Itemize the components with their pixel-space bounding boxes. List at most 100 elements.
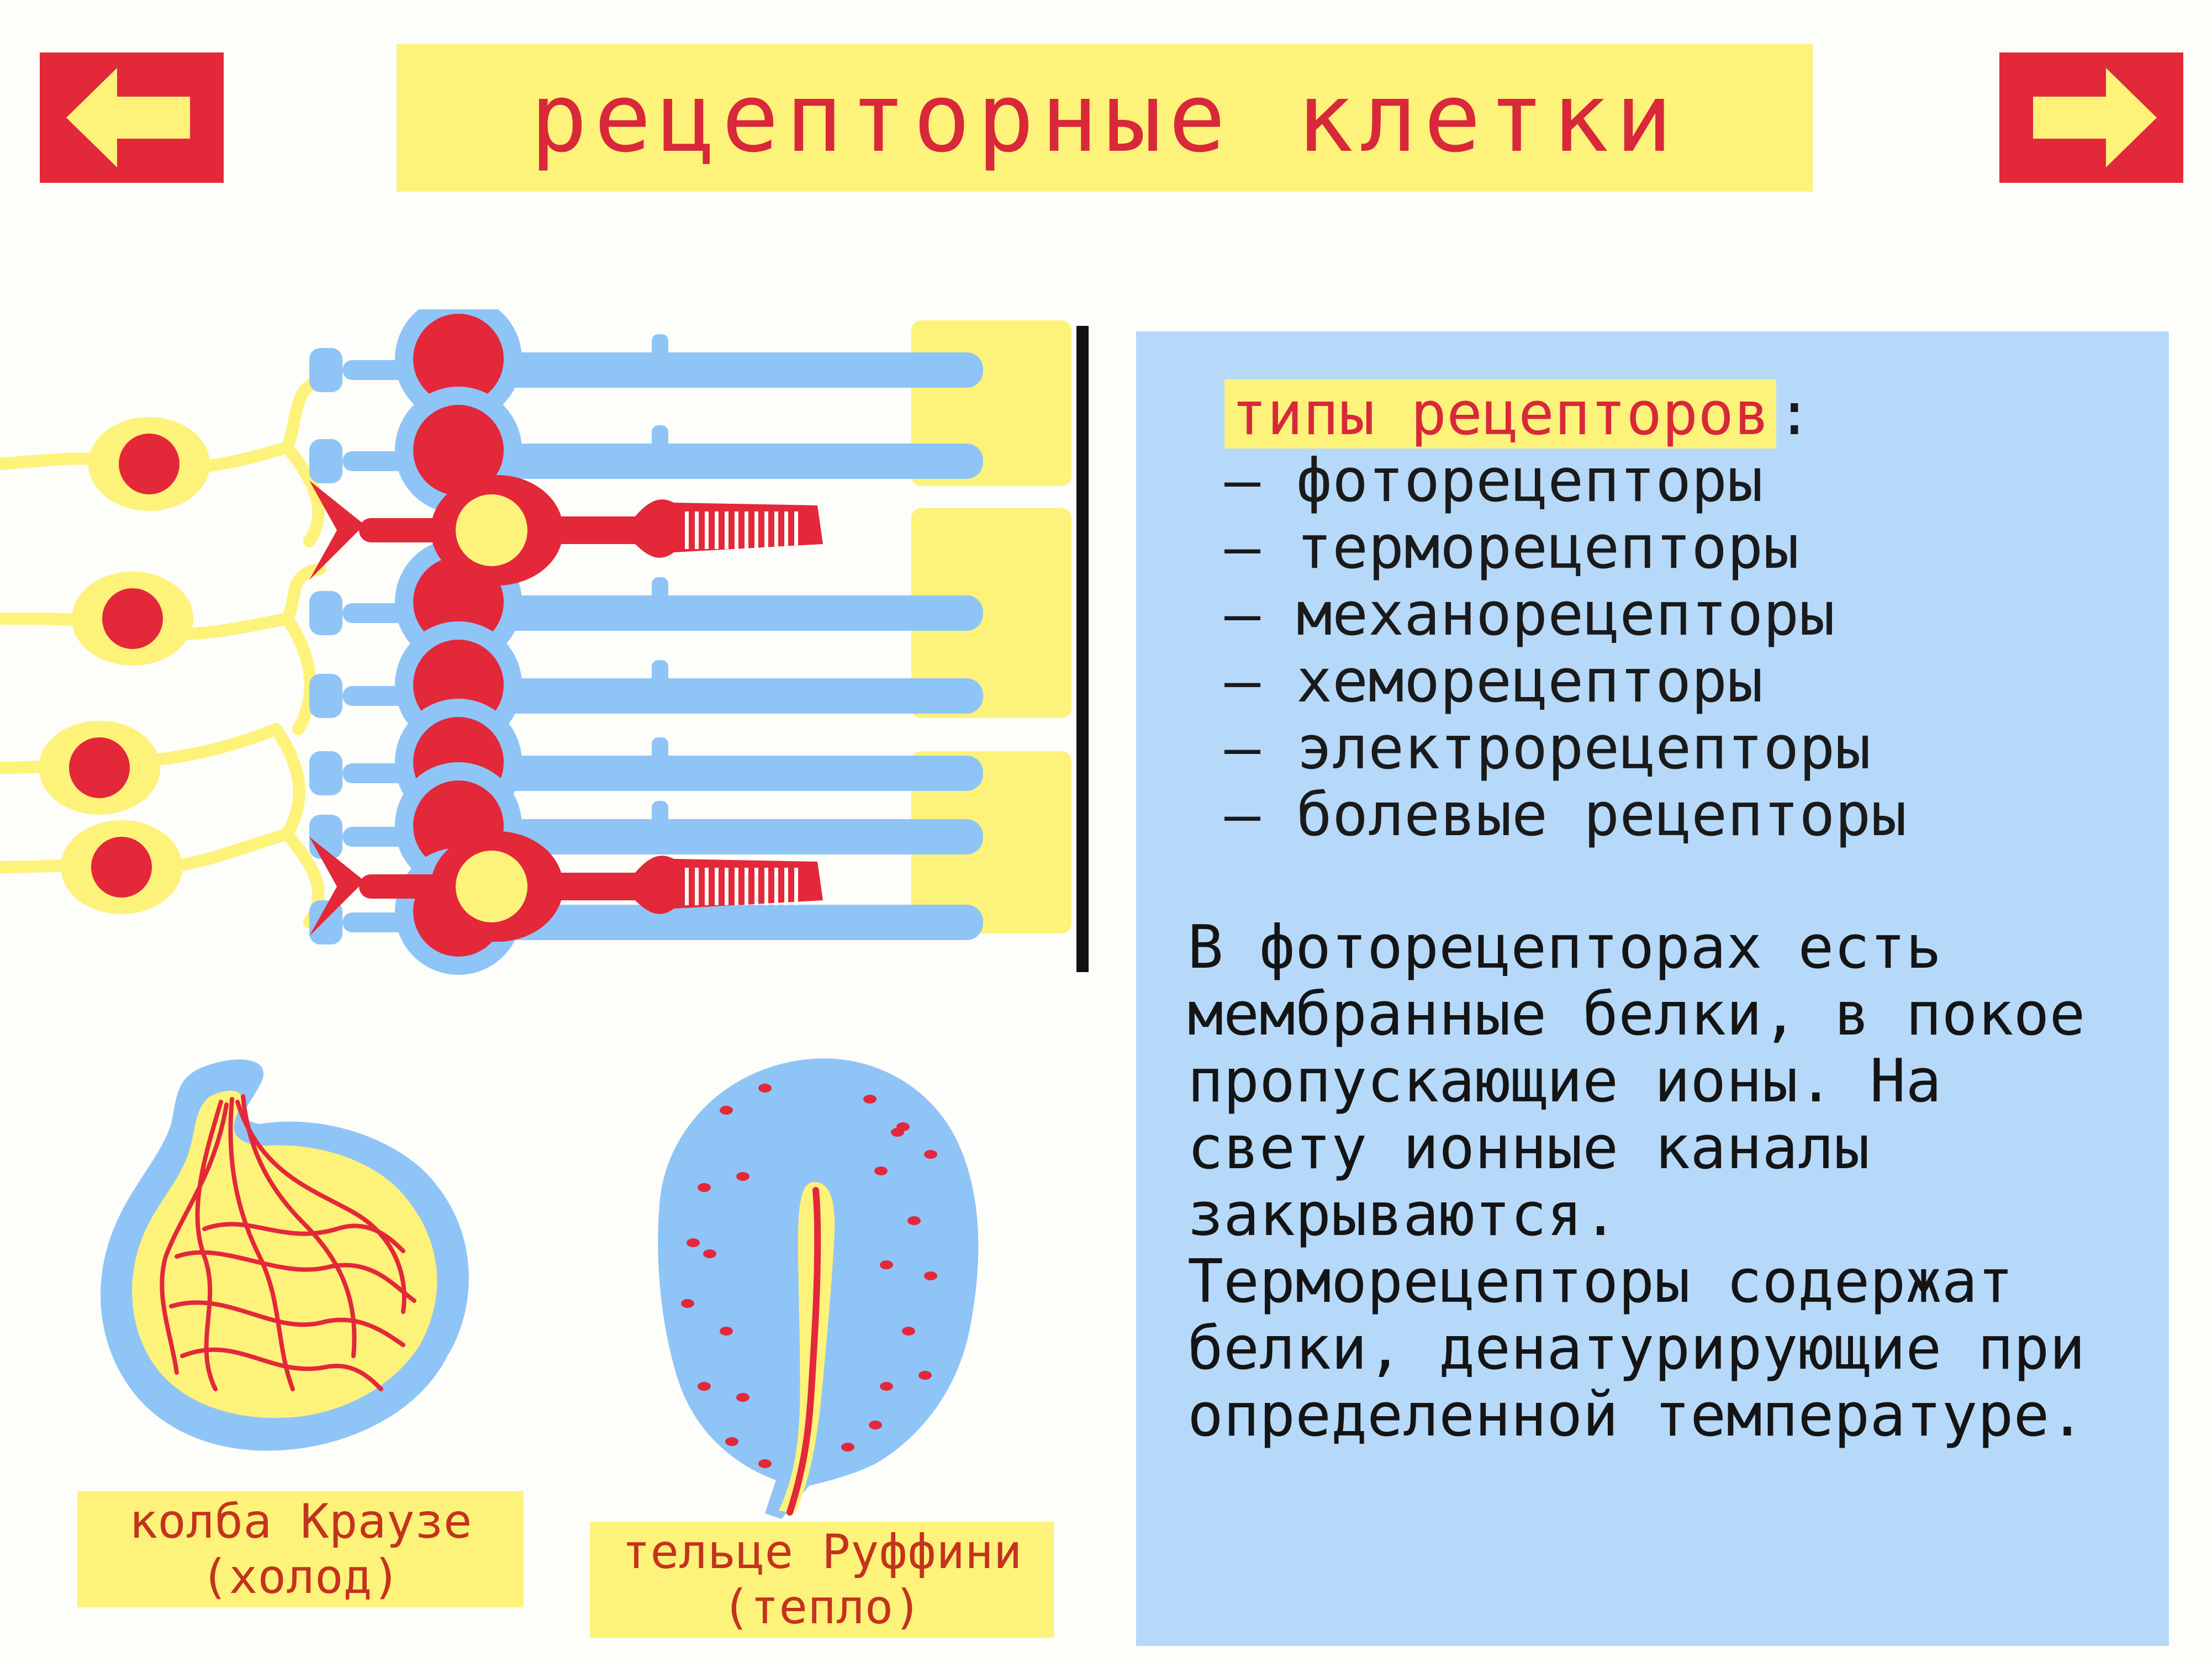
ruffini-dot [924, 1271, 937, 1280]
rod-outer-segment [475, 678, 983, 714]
cone-disc-stripe [705, 868, 709, 905]
cone-disc-stripe [715, 868, 719, 905]
krause-caption-line1: колба Краузе [129, 1494, 472, 1549]
cone-disc-stripe [764, 511, 768, 549]
retina-receptor-diagram [0, 309, 1089, 975]
cone-disc-stripe [784, 511, 788, 549]
ruffini-dot [736, 1393, 749, 1402]
cone-disc-stripe [735, 511, 738, 549]
ruffini-dot [869, 1421, 882, 1429]
info-panel: типы рецепторов: – фоторецепторы – термо… [1136, 331, 2169, 1646]
cone-disc-stripe [725, 511, 728, 549]
pigment-block [911, 508, 1071, 718]
cone-disc-stripe [745, 868, 748, 905]
ruffini-dot [924, 1150, 937, 1159]
ruffini-dot [720, 1106, 733, 1115]
next-button[interactable] [1999, 52, 2183, 183]
title-banner: рецепторные клетки [397, 44, 1813, 192]
explanation-text: В фоторецепторах есть мембранные белки, … [1187, 913, 2086, 1450]
rod-terminal [309, 439, 342, 483]
rod-spine [652, 737, 668, 771]
list-item: – терморецепторы [1224, 513, 1799, 582]
arrow-left-icon [66, 68, 190, 167]
krause-caption: колба Краузе (холод) [77, 1491, 524, 1607]
ruffini-dot [736, 1172, 749, 1181]
ruffini-corpuscle-illustration [658, 1058, 979, 1519]
ganglion-nucleus [69, 737, 130, 798]
ruffini-dot [703, 1249, 716, 1258]
krause-nerve [241, 1094, 357, 1358]
ganglion-nucleus [91, 837, 152, 898]
rod-nucleus [413, 314, 504, 404]
krause-nerve [169, 1300, 405, 1347]
arrow-right-icon [2033, 68, 2157, 167]
rod-nucleus [413, 405, 504, 495]
previous-button[interactable] [40, 52, 224, 183]
ruffini-dot [681, 1299, 694, 1308]
cone-disc-stripe [725, 868, 728, 905]
ruffini-caption: тельце Руффини (тепло) [590, 1522, 1054, 1638]
krause-nerve [160, 1102, 229, 1375]
cone-terminal [309, 837, 365, 936]
krause-nerve [228, 1097, 295, 1391]
cone-disc-stripe [754, 511, 758, 549]
list-item: – электрорецепторы [1224, 714, 1871, 783]
rod-spine [652, 425, 668, 458]
cone-disc-stripe [695, 868, 699, 905]
krause-nerve [180, 1347, 383, 1391]
rod-terminal [309, 674, 342, 718]
cone-disc-stripe [794, 511, 798, 549]
rod-outer-segment [475, 444, 983, 479]
nerve-fiber [270, 723, 305, 840]
cone-disc-stripe [705, 511, 709, 549]
cone-disc-stripe [794, 868, 798, 905]
krause-bulb-illustration [101, 1059, 469, 1451]
rod-spine [652, 660, 668, 693]
ruffini-dot [758, 1459, 772, 1468]
ruffini-dot [687, 1238, 700, 1247]
cone-disc-stripe [685, 511, 689, 549]
cone-disc-stripe [774, 511, 778, 549]
ruffini-caption-line1: тельце Руффини [621, 1524, 1022, 1580]
cone-disc-stripe [784, 868, 788, 905]
cone-disc-stripe [695, 511, 699, 549]
krause-nerve [175, 1250, 416, 1303]
ruffini-dot [880, 1382, 893, 1391]
cone-nucleus [456, 851, 527, 922]
ruffini-caption-line2: (тепло) [721, 1580, 922, 1635]
ruffini-dot [698, 1382, 711, 1391]
nerve-fiber [281, 441, 325, 547]
cone-disc-stripe [774, 868, 778, 905]
receptor-types-heading-line: типы рецепторов: [1224, 379, 1907, 448]
pigment-block [911, 751, 1071, 933]
rod-spine [652, 801, 668, 834]
ruffini-dot [841, 1443, 854, 1452]
cone-disc-stripe [735, 868, 738, 905]
rod-outer-segment [475, 756, 983, 791]
cone-disc-stripe [685, 868, 689, 905]
rod-spine [652, 577, 668, 610]
rod-spine [652, 334, 668, 367]
cone-disc-stripe [764, 868, 768, 905]
list-item: – болевые рецепторы [1224, 780, 1907, 849]
receptor-types-colon: : [1776, 379, 1813, 448]
krause-caption-line2: (холод) [200, 1549, 401, 1605]
krause-nerve [235, 1100, 406, 1314]
cone-nucleus [456, 494, 527, 566]
ruffini-dot [874, 1167, 888, 1175]
rod-outer-segment [475, 352, 983, 388]
receptor-types-list: – фоторецепторы – терморецепторы – механ… [1224, 447, 1907, 848]
list-item: – хеморецепторы [1224, 647, 1764, 716]
list-item: – механорецепторы [1224, 580, 1835, 649]
cone-disc-stripe [754, 868, 758, 905]
ruffini-dot [891, 1128, 904, 1137]
rod-outer-segment [475, 905, 983, 940]
rod-terminal [309, 591, 342, 635]
ruffini-dot [880, 1260, 893, 1269]
rod-terminal [309, 348, 342, 392]
page-title: рецепторные клетки [530, 62, 1679, 173]
receptor-types-block: типы рецепторов: – фоторецепторы – термо… [1224, 379, 1907, 848]
nerve-fiber [281, 613, 316, 735]
cone-disc-stripe [715, 511, 719, 549]
ruffini-dot [918, 1371, 932, 1380]
